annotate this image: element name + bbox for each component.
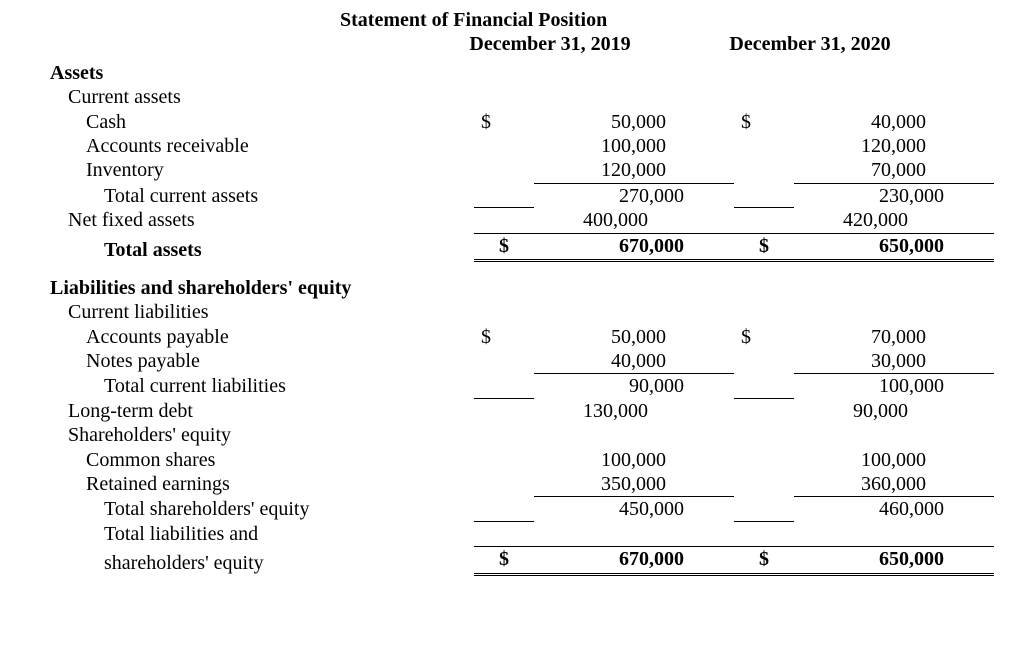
current-liabilities-header: Current liabilities: [50, 300, 438, 324]
row-label: Total current liabilities: [50, 374, 474, 398]
amount-c2: 120,000: [776, 134, 976, 158]
row-label: Notes payable: [50, 349, 456, 373]
amount-c2: 650,000: [794, 233, 994, 262]
table-row: Total current liabilities 90,000 100,000: [50, 373, 974, 398]
table-row: Accounts payable $50,000 $70,000: [50, 325, 974, 349]
amount-c2: 100,000: [776, 448, 976, 472]
amount-c1: 50,000: [516, 325, 716, 349]
row-label: Accounts receivable: [50, 134, 456, 158]
amount-c1: 90,000: [534, 373, 734, 398]
amount-c1: 400,000: [498, 208, 698, 232]
table-row: Accounts receivable 100,000 120,000: [50, 134, 974, 158]
table-row: Total liabilities and: [50, 522, 974, 546]
currency-symbol: $: [716, 110, 776, 134]
current-assets-header: Current assets: [50, 85, 438, 109]
col1-header: December 31, 2019: [420, 32, 680, 56]
liabilities-equity-header: Liabilities and shareholders' equity: [50, 276, 420, 300]
amount-c1: 120,000: [516, 158, 716, 182]
amount-c1: 130,000: [498, 399, 698, 423]
table-row: Total shareholders' equity 450,000 460,0…: [50, 496, 974, 521]
row-label: Total liabilities and: [50, 522, 474, 546]
table-row: Inventory 120,000 70,000: [50, 158, 974, 182]
currency-symbol: $: [734, 546, 794, 575]
row-label: shareholders' equity: [50, 551, 474, 575]
amount-c2: 460,000: [794, 496, 994, 521]
row-label: Total assets: [50, 238, 474, 262]
currency-symbol: $: [456, 325, 516, 349]
currency-symbol: $: [474, 546, 534, 575]
row-label: Cash: [50, 110, 456, 134]
row-label: Total shareholders' equity: [50, 497, 474, 521]
amount-c1: 450,000: [534, 496, 734, 521]
amount-c1: 40,000: [516, 349, 716, 373]
amount-c1: 100,000: [516, 448, 716, 472]
amount-c1: 100,000: [516, 134, 716, 158]
amount-c1: 270,000: [534, 183, 734, 208]
amount-c2: 40,000: [776, 110, 976, 134]
currency-symbol: $: [716, 325, 776, 349]
row-label: Inventory: [50, 158, 456, 182]
amount-c1: 670,000: [534, 546, 734, 575]
amount-c2: 90,000: [758, 399, 958, 423]
amount-c2: 650,000: [794, 546, 994, 575]
table-row: Total current assets 270,000 230,000: [50, 183, 974, 208]
row-label: Retained earnings: [50, 472, 456, 496]
row-label: Accounts payable: [50, 325, 456, 349]
row-label: Net fixed assets: [50, 208, 438, 232]
table-row: Retained earnings 350,000 360,000: [50, 472, 974, 496]
assets-header: Assets: [50, 61, 420, 85]
amount-c2: 230,000: [794, 183, 994, 208]
row-label: Common shares: [50, 448, 456, 472]
amount-c1: 350,000: [516, 472, 716, 496]
currency-symbol: $: [456, 110, 516, 134]
table-row: Cash $50,000 $40,000: [50, 110, 974, 134]
financial-statement: Statement of Financial Position December…: [0, 0, 1024, 656]
table-row: Net fixed assets 400,000 420,000: [50, 208, 974, 232]
amount-c2: 420,000: [758, 208, 958, 232]
currency-symbol: $: [474, 233, 534, 262]
amount-c2: 100,000: [794, 373, 994, 398]
table-row: shareholders' equity $670,000 $650,000: [50, 546, 974, 575]
amount-c2: 30,000: [776, 349, 976, 373]
column-headers: December 31, 2019 December 31, 2020: [50, 32, 974, 56]
amount-c2: 70,000: [776, 158, 976, 182]
row-label: Long-term debt: [50, 399, 438, 423]
amount-c2: 360,000: [776, 472, 976, 496]
statement-title: Statement of Financial Position: [340, 8, 974, 32]
currency-symbol: $: [734, 233, 794, 262]
col2-header: December 31, 2020: [680, 32, 940, 56]
shareholders-equity-header: Shareholders' equity: [50, 423, 438, 447]
table-row: Total assets $670,000 $650,000: [50, 233, 974, 262]
table-row: Common shares 100,000 100,000: [50, 448, 974, 472]
row-label: Total current assets: [50, 184, 474, 208]
amount-c1: 670,000: [534, 233, 734, 262]
amount-c1: 50,000: [516, 110, 716, 134]
amount-c2: 70,000: [776, 325, 976, 349]
table-row: Notes payable 40,000 30,000: [50, 349, 974, 373]
table-row: Long-term debt 130,000 90,000: [50, 399, 974, 423]
